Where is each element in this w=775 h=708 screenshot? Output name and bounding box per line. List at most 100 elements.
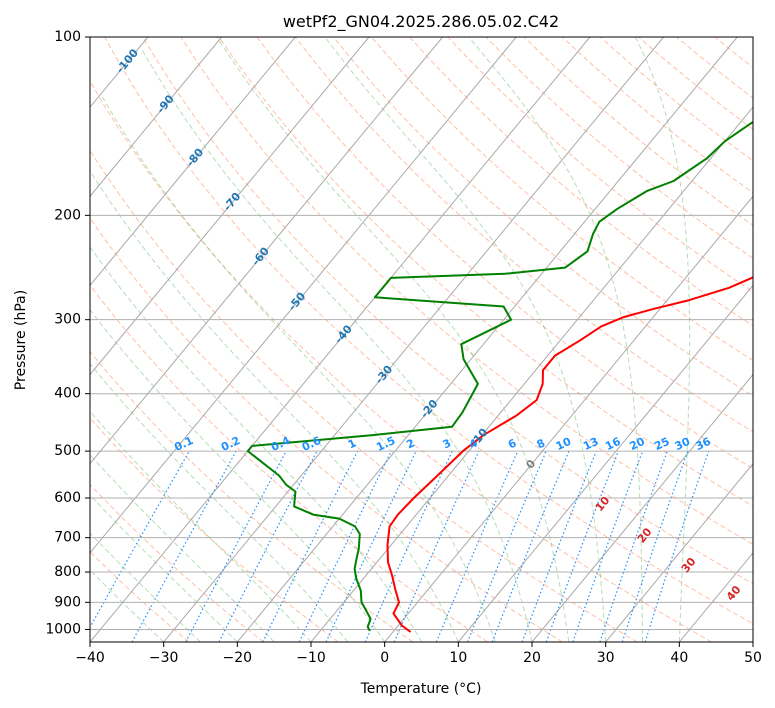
dry-adiabat-line — [447, 37, 753, 293]
moist-adiabat-line — [468, 37, 643, 642]
isotherm-line — [310, 106, 753, 642]
mixing-ratio-line — [644, 450, 710, 642]
mixing-ratio-line — [572, 450, 644, 642]
dry-adiabat-line — [523, 37, 753, 226]
dry-adiabat-line — [638, 37, 753, 130]
y-axis-label: Pressure (hPa) — [13, 290, 29, 390]
mixing-ratio-label: 30 — [673, 435, 693, 453]
mixing-ratio-label: 1 — [346, 436, 358, 451]
wetbulb-label: 40 — [724, 583, 744, 603]
isotherm-line — [90, 37, 517, 554]
mixing-ratio-label: 8 — [535, 436, 547, 451]
plot-frame — [89, 36, 754, 643]
profile-series — [246, 120, 753, 633]
moist-adiabat-line — [90, 494, 238, 642]
isotherm-line — [384, 195, 753, 642]
mixing-ratio-line — [621, 450, 689, 642]
isotherm-line — [90, 37, 296, 287]
isotherm-line — [0, 37, 74, 642]
x-tick-label: 20 — [523, 650, 541, 666]
isotherm-line — [236, 37, 738, 642]
dry-adiabat-line — [104, 37, 753, 625]
y-axis: 100 200 300 400 500 600 700 800 900 1000 — [45, 29, 90, 637]
x-axis-label: Temperature (°C) — [360, 681, 482, 697]
dry-adiabat-line — [256, 37, 753, 470]
y-tick-label: 900 — [54, 594, 81, 610]
mixing-ratio-line — [599, 450, 668, 642]
dry-adiabat-line — [90, 217, 563, 642]
x-tick-label: 40 — [670, 650, 688, 666]
dry-adiabat-line — [752, 37, 753, 38]
x-tick-label: 10 — [449, 650, 467, 666]
moist-adiabat-line — [634, 37, 691, 642]
isotherm-line — [90, 37, 444, 465]
isotherm-line — [0, 37, 1, 642]
isotherm-line — [90, 37, 370, 376]
dry-adiabat-line — [180, 37, 753, 545]
mixing-ratio-label: 2 — [404, 436, 416, 451]
mixing-ratio-line — [262, 450, 359, 642]
mixing-ratio-label: 20 — [628, 435, 648, 453]
dry-adiabat-line — [218, 37, 753, 507]
mixing-ratio-line — [435, 450, 519, 642]
moist-adiabat-line — [90, 169, 459, 642]
moist-adiabat-line — [90, 453, 275, 642]
x-tick-label: −10 — [296, 650, 326, 666]
moist-adiabat-line — [90, 362, 349, 642]
mixing-ratio-label: 3 — [441, 436, 453, 451]
chart-title: wetPf2_GN04.2025.286.05.02.C42 — [283, 12, 559, 32]
dry-adiabat-line — [90, 483, 264, 642]
mixing-ratio-line — [218, 450, 318, 642]
mixing-ratio-line — [466, 450, 547, 642]
moist-adiabat-line — [90, 308, 386, 642]
mixing-ratio-line — [393, 450, 480, 642]
y-tick-label: 200 — [54, 207, 81, 223]
y-tick-label: 1000 — [45, 621, 81, 637]
temperature-line — [386, 276, 753, 633]
y-tick-label: 800 — [54, 564, 81, 580]
moist-adiabat-line — [141, 49, 533, 642]
isotherm-line — [605, 462, 753, 642]
isotherm-line — [752, 641, 753, 642]
moist-adiabat-line — [324, 37, 607, 642]
x-tick-label: −20 — [223, 650, 253, 666]
wetbulb-label: 20 — [635, 525, 655, 545]
mixing-ratio-label: 10 — [554, 435, 574, 453]
moist-adiabat-line — [100, 94, 496, 642]
dry-adiabat-line — [90, 284, 488, 642]
mixing-ratio-label: 13 — [581, 435, 600, 453]
y-tick-label: 400 — [54, 386, 81, 402]
dry-adiabat-line — [90, 149, 638, 642]
y-tick-label: 100 — [54, 29, 81, 45]
mixing-ratio-line — [185, 450, 287, 642]
isotherm-line — [531, 373, 753, 642]
dry-adiabat-line — [142, 37, 753, 585]
mixing-ratio-label: 25 — [652, 435, 671, 453]
x-tick-label: −40 — [75, 650, 105, 666]
y-tick-label: 500 — [54, 443, 81, 459]
moist-adiabat-line — [90, 410, 312, 642]
background-lines — [0, 37, 753, 642]
mixing-ratio-label: 36 — [694, 435, 714, 453]
mixing-ratio-label: 16 — [603, 435, 623, 453]
mixing-ratio-line — [90, 450, 190, 629]
y-tick-label: 600 — [54, 490, 81, 506]
dewpoint-line — [246, 120, 753, 632]
isopleth-labels: -100-90-80-70-60-50-40-30-20-1000.1 0.2 0.… — [114, 46, 744, 603]
dry-adiabat-line — [409, 37, 753, 327]
x-tick-label: 0 — [380, 650, 389, 666]
isotherm-line — [90, 37, 591, 642]
isotherm-line — [457, 284, 753, 642]
mixing-ratio-line — [298, 450, 392, 642]
x-tick-label: 30 — [597, 650, 615, 666]
x-axis: −40 −30 −20 −10 0 10 20 30 40 50 — [75, 642, 762, 666]
mixing-ratio-line — [131, 450, 237, 642]
dry-adiabat-line — [599, 37, 753, 162]
isotherm-line — [90, 37, 223, 198]
dry-adiabat-line — [294, 37, 753, 433]
mixing-ratio-label: 6 — [506, 436, 519, 451]
moist-adiabat-line — [216, 37, 570, 642]
dry-adiabat-line — [90, 350, 414, 642]
pressure-gridlines — [90, 37, 753, 630]
